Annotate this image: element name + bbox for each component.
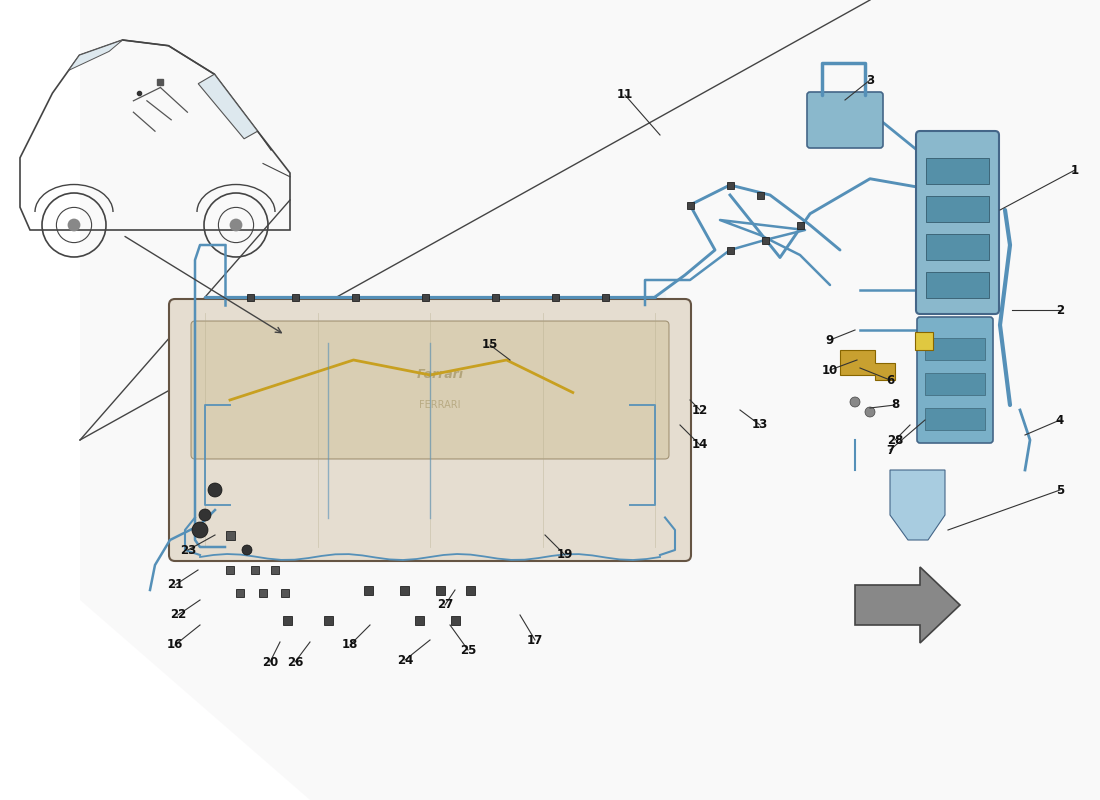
Bar <box>258 589 267 597</box>
Bar <box>925 373 985 395</box>
Bar <box>421 294 429 301</box>
Text: 21: 21 <box>167 578 183 591</box>
Text: 3d solutions: 3d solutions <box>248 376 532 514</box>
Circle shape <box>230 218 242 231</box>
Bar <box>761 237 769 243</box>
Bar <box>451 615 460 625</box>
Bar <box>551 294 559 301</box>
FancyBboxPatch shape <box>807 92 883 148</box>
Bar <box>416 615 425 625</box>
Bar <box>466 586 475 594</box>
Text: 1: 1 <box>1071 163 1079 177</box>
Text: 22: 22 <box>169 609 186 622</box>
Polygon shape <box>198 74 257 138</box>
Circle shape <box>67 218 80 231</box>
Polygon shape <box>80 0 1100 800</box>
Circle shape <box>850 397 860 407</box>
Text: 2: 2 <box>1056 303 1064 317</box>
Text: 8: 8 <box>891 398 899 411</box>
Bar <box>323 615 332 625</box>
FancyBboxPatch shape <box>169 299 691 561</box>
Text: eurospares: eurospares <box>233 274 686 495</box>
Text: 12: 12 <box>692 403 708 417</box>
Circle shape <box>199 509 211 521</box>
FancyBboxPatch shape <box>917 317 993 443</box>
Bar <box>226 566 234 574</box>
Bar <box>915 332 933 350</box>
Circle shape <box>192 522 208 538</box>
Text: 26: 26 <box>287 655 304 669</box>
Polygon shape <box>890 470 945 540</box>
Text: 3: 3 <box>866 74 874 86</box>
Text: 20: 20 <box>262 655 278 669</box>
Bar <box>925 408 985 430</box>
Text: 18: 18 <box>342 638 359 651</box>
Bar <box>271 566 279 574</box>
Bar <box>226 530 234 539</box>
Text: 10: 10 <box>822 363 838 377</box>
Circle shape <box>208 483 222 497</box>
Circle shape <box>865 407 874 417</box>
Text: 23: 23 <box>180 543 196 557</box>
Text: 6: 6 <box>886 374 894 386</box>
Bar <box>926 272 989 298</box>
Bar <box>364 586 373 594</box>
Text: 15: 15 <box>482 338 498 351</box>
Bar <box>757 191 763 198</box>
FancyBboxPatch shape <box>191 321 669 459</box>
Text: Ferrari: Ferrari <box>417 369 464 382</box>
Text: 27: 27 <box>437 598 453 611</box>
Text: 19: 19 <box>557 549 573 562</box>
Text: 28: 28 <box>887 434 903 446</box>
Text: 4: 4 <box>1056 414 1064 426</box>
Bar <box>236 589 244 597</box>
Polygon shape <box>840 350 895 380</box>
Bar <box>726 182 734 189</box>
Circle shape <box>242 545 252 555</box>
Bar <box>726 246 734 254</box>
Bar <box>926 158 989 184</box>
Text: 11: 11 <box>617 89 634 102</box>
Bar <box>926 196 989 222</box>
Text: 7: 7 <box>886 443 894 457</box>
Bar <box>925 338 985 360</box>
Text: 24: 24 <box>397 654 414 666</box>
FancyBboxPatch shape <box>916 131 999 314</box>
Bar <box>400 586 409 594</box>
Bar <box>283 615 292 625</box>
Text: 16: 16 <box>167 638 184 651</box>
Bar <box>602 294 608 301</box>
Text: 9: 9 <box>826 334 834 346</box>
Text: 5: 5 <box>1056 483 1064 497</box>
Bar <box>436 586 444 594</box>
Polygon shape <box>855 567 960 643</box>
Bar <box>246 294 253 301</box>
Polygon shape <box>68 40 122 70</box>
Text: 17: 17 <box>527 634 543 646</box>
Bar <box>686 202 693 209</box>
Text: 13: 13 <box>752 418 768 431</box>
Bar <box>352 294 359 301</box>
Bar <box>492 294 498 301</box>
Bar <box>280 589 289 597</box>
Text: 14: 14 <box>692 438 708 451</box>
Text: FERRARI: FERRARI <box>419 400 461 410</box>
Bar <box>251 566 258 574</box>
Bar <box>926 234 989 260</box>
Bar <box>292 294 298 301</box>
Bar <box>796 222 803 229</box>
Text: 25: 25 <box>460 643 476 657</box>
